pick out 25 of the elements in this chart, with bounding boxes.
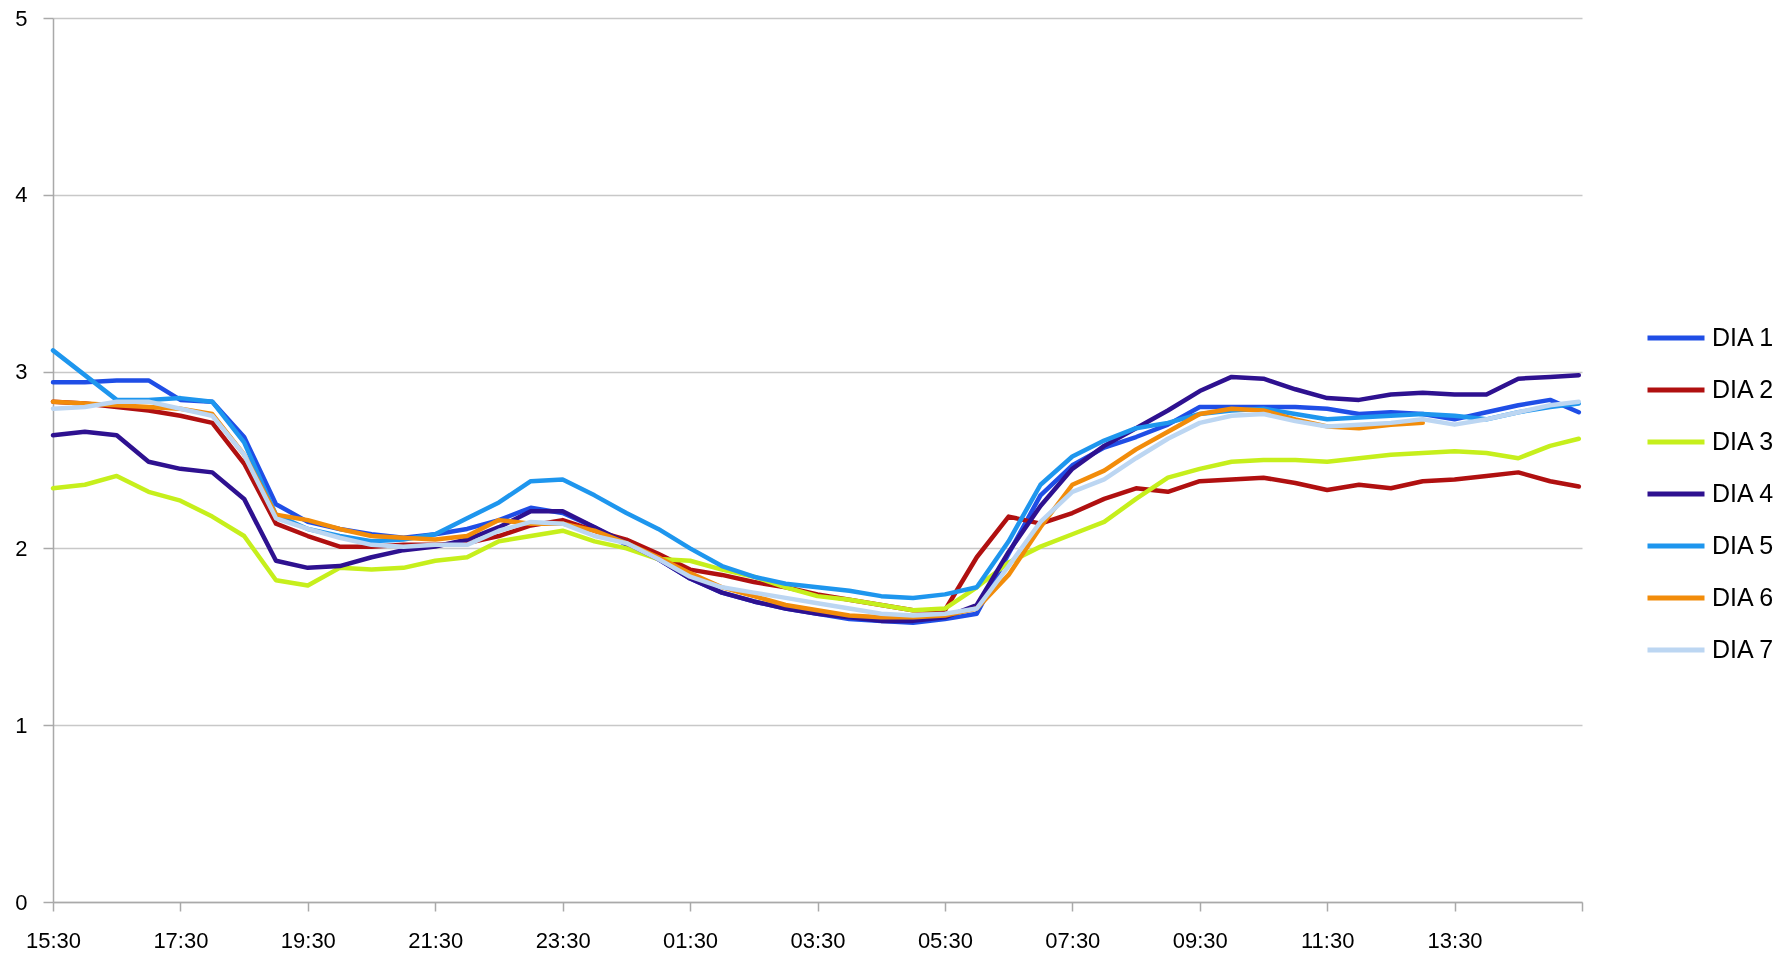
y-tick-label: 0 bbox=[15, 889, 28, 915]
x-tick-label: 01:30 bbox=[663, 927, 719, 953]
y-tick-label: 5 bbox=[15, 5, 28, 31]
y-tick-label: 1 bbox=[15, 712, 28, 738]
legend-label: DIA 4 bbox=[1712, 479, 1774, 508]
x-tick-label: 11:30 bbox=[1300, 927, 1355, 953]
x-tick-label: 07:30 bbox=[1045, 927, 1101, 953]
legend-label: DIA 3 bbox=[1712, 427, 1774, 456]
y-tick-label: 3 bbox=[15, 359, 28, 385]
y-tick-label: 2 bbox=[15, 535, 28, 561]
legend-label: DIA 6 bbox=[1712, 583, 1774, 612]
x-tick-label: 03:30 bbox=[790, 927, 846, 953]
legend-label: DIA 5 bbox=[1712, 531, 1774, 560]
x-tick-label: 13:30 bbox=[1427, 927, 1483, 953]
legend-label: DIA 2 bbox=[1712, 375, 1774, 404]
x-tick-label: 19:30 bbox=[280, 927, 336, 953]
legend-label: DIA 7 bbox=[1712, 635, 1774, 664]
x-tick-label: 17:30 bbox=[153, 927, 209, 953]
y-tick-label: 4 bbox=[15, 182, 28, 208]
x-tick-label: 09:30 bbox=[1172, 927, 1228, 953]
legend-label: DIA 1 bbox=[1712, 323, 1774, 352]
x-tick-label: 15:30 bbox=[25, 927, 82, 953]
x-tick-label: 23:30 bbox=[535, 927, 591, 953]
x-tick-label: 05:30 bbox=[917, 927, 973, 953]
x-tick-label: 21:30 bbox=[408, 927, 464, 953]
